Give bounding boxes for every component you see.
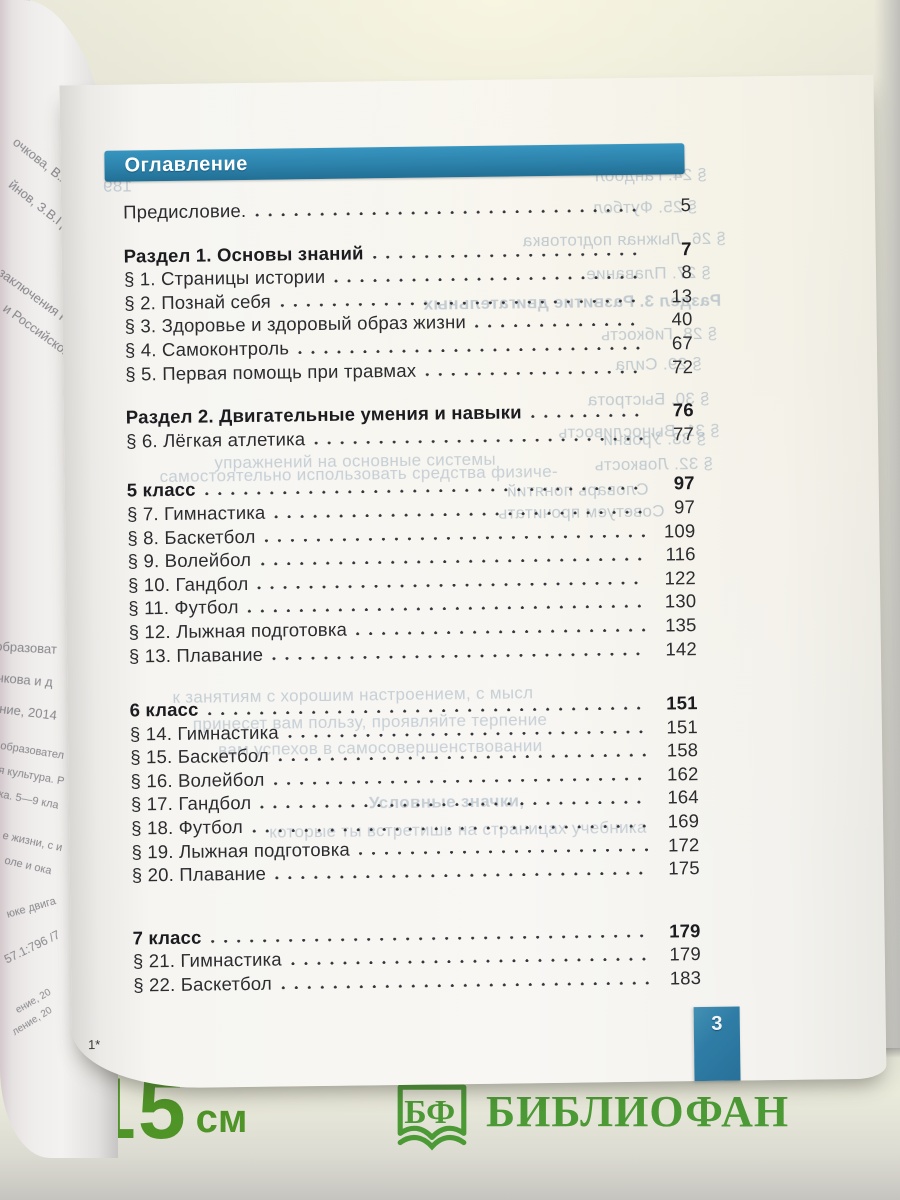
toc-entry: Предисловие. 5 — [123, 193, 691, 224]
toc-entry-label: § 8. Баскетбол — [127, 525, 256, 549]
dot-leader — [273, 856, 650, 886]
ruler-unit: см — [195, 1097, 248, 1141]
dot-leader — [254, 193, 642, 223]
side-fragment-text: 57.1:796 /7 — [1, 927, 63, 967]
toc-entry-label: § 14. Гимнастика — [129, 721, 279, 745]
dot-leader — [424, 355, 644, 382]
toc-entry-label: § 4. Самоконтроль — [124, 337, 290, 361]
toc-entry-label: § 2. Познай себя — [124, 290, 272, 314]
toc-entry-label: § 17. Гандбол — [130, 792, 252, 815]
toc-entry-label: § 21. Гимнастика — [132, 948, 282, 972]
toc-entry-page: 97 — [673, 472, 695, 494]
toc-entry-label: § 13. Плавание — [128, 643, 264, 667]
side-fragment-text: я культура. Р — [0, 764, 66, 788]
toc-entry-label: § 18. Футбол — [131, 816, 244, 839]
toc-entry-page: 151 — [666, 715, 699, 738]
side-fragment-text: е жизни, с и — [1, 829, 64, 855]
toc-entry-label: § 11. Футбол — [128, 596, 239, 619]
toc-entry-page: 5 — [680, 194, 692, 216]
toc-entry-label: § 5. Первая помощь при травмах — [125, 359, 417, 385]
toc-entry-page: 109 — [663, 519, 696, 542]
toc-entry-label: 7 класс — [132, 926, 202, 949]
toc-entry-label: § 7. Гимнастика — [126, 501, 266, 525]
toc-entry-label: § 22. Баскетбол — [133, 972, 273, 996]
toc-entry-page: 72 — [672, 355, 694, 377]
side-fragment-text: еобразоват — [0, 638, 58, 657]
toc-entry-page: 67 — [671, 332, 694, 354]
dot-leader — [473, 308, 643, 334]
toc-entry-label: § 9. Волейбол — [127, 549, 252, 572]
side-fragment-text: ение, 2014 — [0, 700, 58, 723]
open-book-icon: БФ — [397, 1084, 467, 1151]
toc-entry-page: 130 — [664, 590, 697, 612]
toc-header-title: Оглавление — [124, 152, 248, 177]
toc-entry-page: 7 — [681, 237, 692, 259]
toc-entry-label: § 1. Страницы истории — [123, 266, 326, 290]
toc-entry-label: § 6. Лёгкая атлетика — [125, 427, 306, 452]
toc-entry-page: 183 — [669, 967, 702, 989]
toc-entry-page: 135 — [664, 613, 697, 636]
toc-entry-page: 122 — [664, 566, 697, 589]
side-fragment-text: ка. 5—9 кла — [0, 788, 60, 812]
dot-leader — [313, 422, 645, 451]
toc-entry-label: § 20. Плавание — [131, 862, 267, 886]
toc-entry-page: 13 — [671, 284, 693, 307]
toc-entry-label: Раздел 1. Основы знаний — [123, 241, 364, 267]
dot-leader — [279, 966, 652, 996]
toc-entry-page: 169 — [667, 810, 700, 832]
toc-entry-page: 172 — [667, 833, 700, 856]
toc-entry-page: 162 — [666, 762, 699, 785]
toc-entry-page: 179 — [669, 943, 702, 965]
publisher-logo: БФ БИБЛИОФАН — [392, 1082, 789, 1158]
toc-entry-page: 116 — [665, 543, 696, 565]
toc-entry-page: 151 — [665, 692, 698, 714]
toc-entry-page: 142 — [665, 637, 698, 659]
toc-list: Предисловие. 5 Раздел 1. Основы знаний 7 § 1… — [123, 193, 701, 997]
toc-entry-page: 158 — [666, 739, 699, 761]
page-number: 3 — [711, 1012, 723, 1035]
toc-entry-page: 164 — [667, 786, 699, 808]
dot-leader — [529, 398, 644, 424]
toc-entry-label: § 10. Гандбол — [127, 572, 249, 596]
side-fragment-text: оле и ока — [3, 854, 53, 878]
toc-entry-page: 77 — [672, 422, 695, 445]
side-fragment-text: образовател — [0, 740, 65, 762]
logo-initials: БФ — [404, 1094, 455, 1131]
toc-entry-label: § 16. Волейбол — [130, 768, 265, 792]
toc-entry-label: Предисловие. — [122, 199, 247, 223]
toc-entry-page: 40 — [671, 308, 693, 330]
page-number-box: 3 — [693, 1006, 741, 1082]
footnote: 1* — [87, 1036, 101, 1053]
side-fragment-text: очкова и д — [0, 669, 54, 690]
side-fragment-text: юке двига — [5, 895, 58, 921]
toc-entry-page: 76 — [672, 399, 694, 421]
toc-entry-label: § 15. Баскетбол — [130, 744, 270, 768]
toc-entry-page: 8 — [681, 261, 693, 283]
dot-leader — [371, 237, 642, 265]
toc-page: § 24. Гандбол§ 25. Футбол§ 26. Лыжная по… — [59, 74, 887, 1090]
toc-entry-page: 97 — [673, 496, 696, 518]
dot-leader — [270, 637, 648, 666]
toc-entry-label: 5 класс — [126, 478, 196, 501]
toc-header-bar: Оглавление — [104, 143, 685, 182]
publisher-name: БИБЛИОФАН — [486, 1087, 790, 1136]
toc-entry-label: 6 класс — [129, 698, 199, 721]
toc-entry-label: § 19. Лыжная подготовка — [131, 838, 351, 863]
toc-entry-page: 179 — [668, 919, 701, 942]
toc-entry-page: 175 — [668, 857, 700, 879]
toc-entry-label: § 12. Лыжная подготовка — [128, 618, 348, 643]
